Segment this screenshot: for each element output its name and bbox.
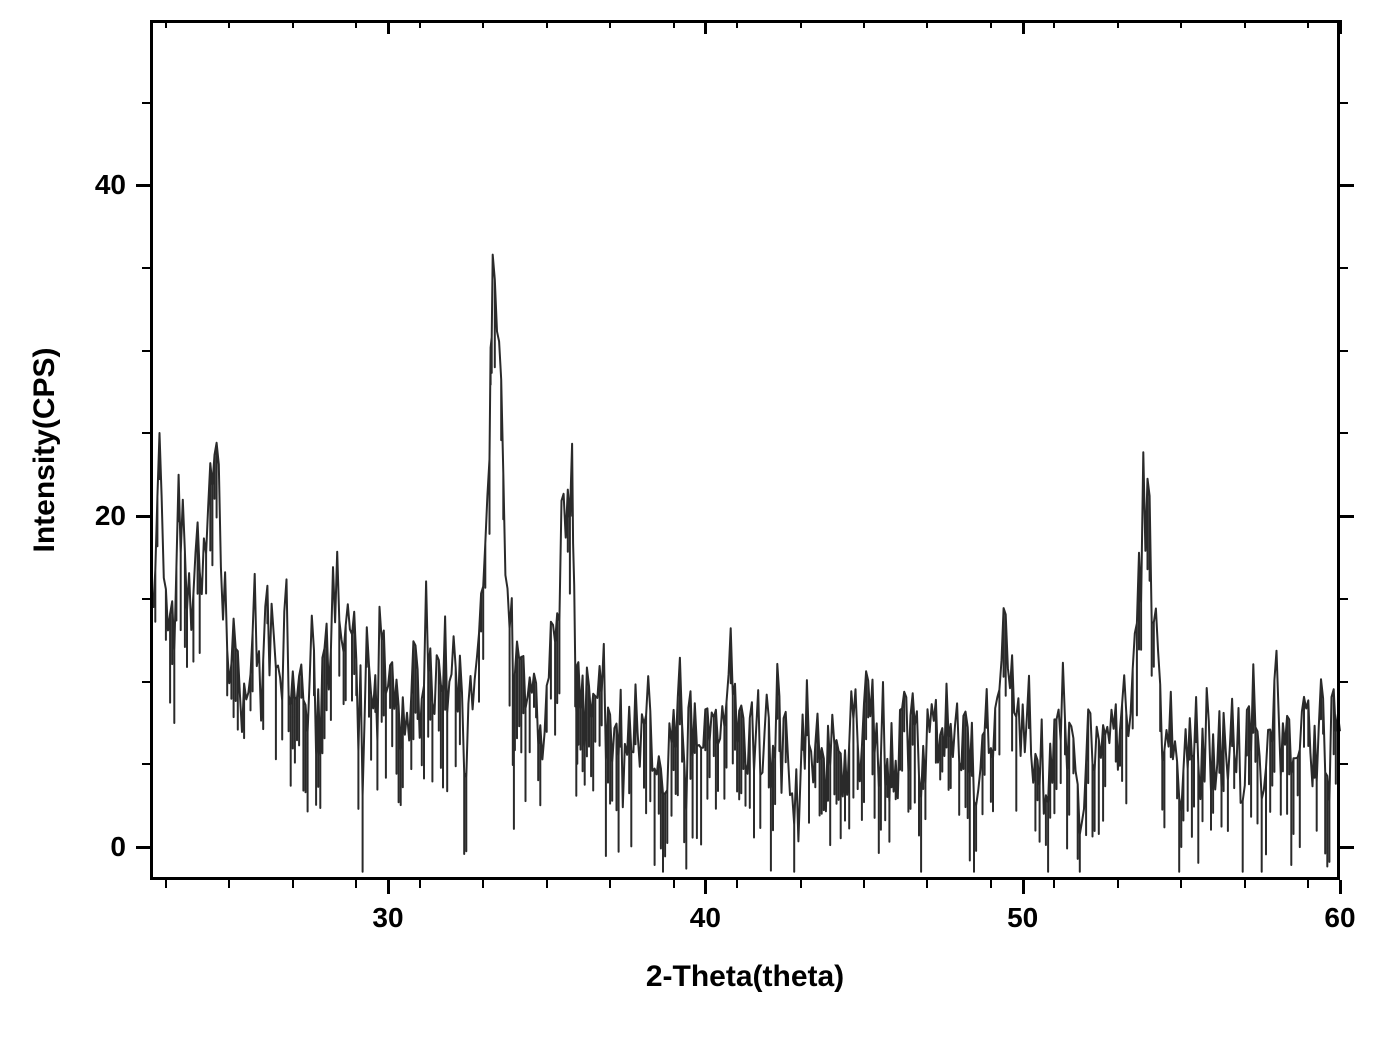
y-tick-minor-right: [1340, 432, 1348, 434]
x-tick-minor-top: [228, 20, 230, 28]
x-tick-minor-top: [1053, 20, 1055, 28]
x-tick-minor-top: [482, 20, 484, 28]
x-tick-minor-top: [800, 20, 802, 28]
x-tick-major: [1022, 880, 1025, 894]
x-tick-minor-top: [546, 20, 548, 28]
x-tick-minor: [800, 880, 802, 888]
x-tick-minor-top: [1180, 20, 1182, 28]
x-tick-minor: [355, 880, 357, 888]
y-tick-major-right: [1340, 846, 1354, 849]
y-tick-minor: [142, 267, 150, 269]
x-tick-major-top: [1339, 20, 1342, 34]
x-tick-minor: [609, 880, 611, 888]
y-axis-left: [150, 20, 153, 880]
x-tick-minor: [990, 880, 992, 888]
x-tick-label: 50: [1007, 902, 1038, 934]
x-tick-label: 40: [690, 902, 721, 934]
x-axis-top: [150, 20, 1340, 23]
x-tick-minor: [673, 880, 675, 888]
y-tick-major: [136, 515, 150, 518]
x-tick-minor-top: [863, 20, 865, 28]
y-tick-minor-right: [1340, 681, 1348, 683]
y-tick-minor-right: [1340, 267, 1348, 269]
x-tick-minor-top: [1117, 20, 1119, 28]
x-axis-label: 2-Theta(theta): [646, 960, 844, 994]
x-tick-minor-top: [1307, 20, 1309, 28]
x-tick-minor-top: [609, 20, 611, 28]
y-tick-minor: [142, 681, 150, 683]
plot-area: [150, 20, 1340, 880]
x-tick-minor-top: [1244, 20, 1246, 28]
xrd-spectrum-path: [153, 255, 1340, 872]
x-tick-minor: [165, 880, 167, 888]
x-tick-major-top: [1022, 20, 1025, 34]
x-tick-minor: [546, 880, 548, 888]
y-tick-label: 40: [76, 169, 126, 201]
x-tick-minor: [1117, 880, 1119, 888]
y-tick-minor: [142, 102, 150, 104]
spectrum-line: [150, 20, 1340, 880]
y-tick-minor: [142, 763, 150, 765]
y-tick-label: 0: [76, 831, 126, 863]
x-tick-minor-top: [355, 20, 357, 28]
y-axis-label: Intensity(CPS): [28, 347, 62, 552]
x-tick-minor: [863, 880, 865, 888]
x-tick-minor-top: [926, 20, 928, 28]
x-tick-minor: [292, 880, 294, 888]
x-tick-major: [387, 880, 390, 894]
x-tick-minor-top: [165, 20, 167, 28]
x-tick-minor: [228, 880, 230, 888]
y-tick-label: 20: [76, 500, 126, 532]
x-tick-minor: [1053, 880, 1055, 888]
y-tick-major-right: [1340, 184, 1354, 187]
x-tick-major-top: [704, 20, 707, 34]
x-axis-bottom: [150, 877, 1340, 880]
y-tick-minor-right: [1340, 598, 1348, 600]
x-tick-minor: [419, 880, 421, 888]
y-axis-right: [1337, 20, 1340, 880]
y-tick-major-right: [1340, 515, 1354, 518]
y-tick-minor-right: [1340, 102, 1348, 104]
x-tick-minor-top: [990, 20, 992, 28]
x-tick-label: 60: [1324, 902, 1355, 934]
y-tick-major: [136, 846, 150, 849]
x-tick-minor-top: [736, 20, 738, 28]
x-tick-minor: [1307, 880, 1309, 888]
xrd-chart: 30 40 50 60 0 20 40 Intensity(CPS) 2-Theta(the…: [0, 0, 1386, 1039]
x-tick-minor-top: [419, 20, 421, 28]
x-tick-minor: [482, 880, 484, 888]
x-tick-major-top: [387, 20, 390, 34]
y-tick-minor-right: [1340, 763, 1348, 765]
x-tick-major: [704, 880, 707, 894]
y-tick-minor: [142, 598, 150, 600]
y-tick-minor: [142, 350, 150, 352]
x-tick-minor: [1244, 880, 1246, 888]
x-tick-label: 30: [372, 902, 403, 934]
x-tick-minor: [926, 880, 928, 888]
x-tick-major: [1339, 880, 1342, 894]
x-tick-minor: [736, 880, 738, 888]
y-tick-minor: [142, 432, 150, 434]
y-tick-major: [136, 184, 150, 187]
y-tick-minor-right: [1340, 350, 1348, 352]
x-tick-minor-top: [673, 20, 675, 28]
x-tick-minor-top: [292, 20, 294, 28]
x-tick-minor: [1180, 880, 1182, 888]
